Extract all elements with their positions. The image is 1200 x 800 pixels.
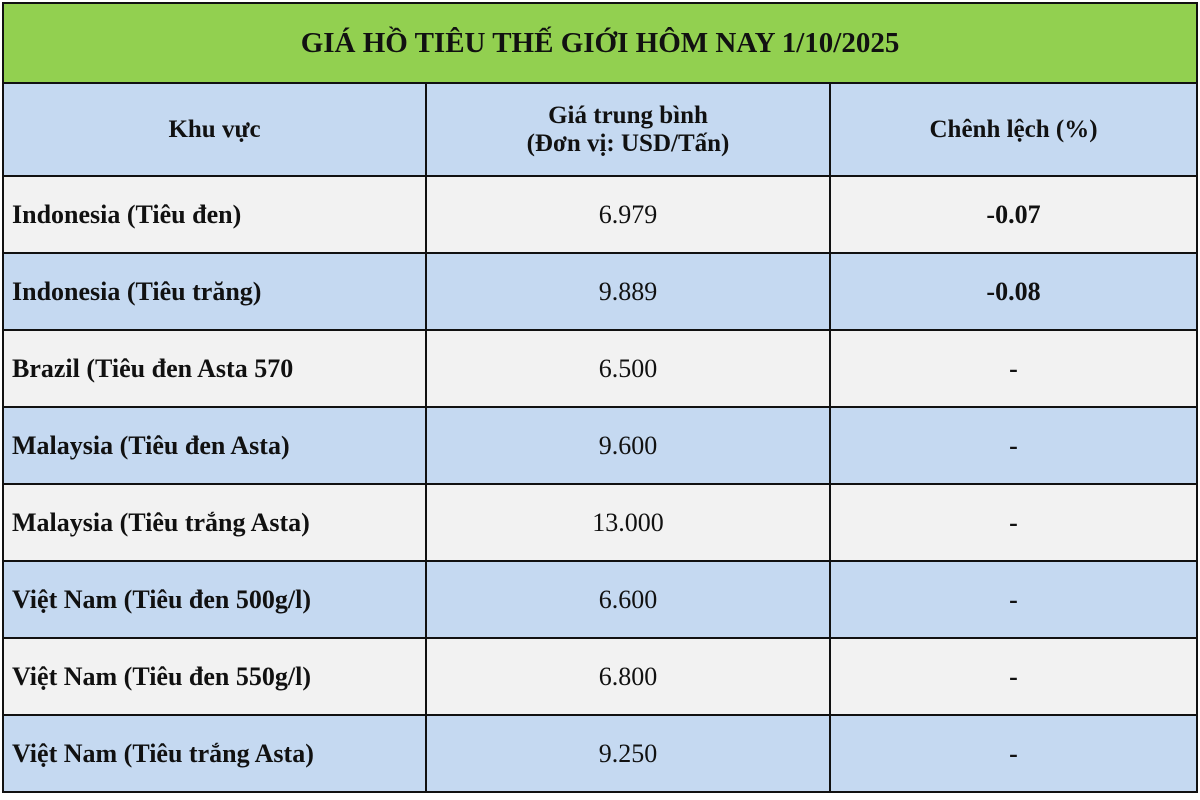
header-region: Khu vực bbox=[2, 82, 427, 177]
region-cell: Việt Nam (Tiêu trắng Asta) bbox=[2, 714, 427, 793]
change-cell: - bbox=[828, 406, 1199, 485]
region-cell: Malaysia (Tiêu trắng Asta) bbox=[2, 483, 427, 562]
change-cell: - bbox=[828, 714, 1199, 793]
region-cell: Việt Nam (Tiêu đen 500g/l) bbox=[2, 560, 427, 639]
price-cell: 9.889 bbox=[425, 252, 831, 331]
table-row: Việt Nam (Tiêu trắng Asta) 9.250- bbox=[2, 714, 1199, 793]
change-cell: - bbox=[828, 483, 1199, 562]
header-price-line2: (Đơn vị: USD/Tấn) bbox=[526, 129, 730, 157]
table-title: GIÁ HỒ TIÊU THẾ GIỚI HÔM NAY 1/10/2025 bbox=[1, 2, 1199, 84]
table-row: Indonesia (Tiêu đen) 6.979 -0.07 bbox=[2, 175, 1199, 254]
region-cell: Malaysia (Tiêu đen Asta) bbox=[2, 406, 427, 485]
price-cell: 6.800 bbox=[425, 637, 831, 716]
region-cell: Brazil (Tiêu đen Asta 570 bbox=[2, 329, 427, 408]
table-row: Malaysia (Tiêu trắng Asta) 13.000- bbox=[2, 483, 1199, 562]
table-row: Brazil (Tiêu đen Asta 570 6.500- bbox=[2, 329, 1199, 408]
header-change: Chênh lệch (%) bbox=[828, 82, 1199, 177]
change-cell: - bbox=[828, 637, 1199, 716]
header-row: Khu vực Giá trung bình (Đơn vị: USD/Tấn)… bbox=[2, 82, 1199, 177]
change-cell: -0.08 bbox=[828, 252, 1199, 331]
header-price-line1: Giá trung bình bbox=[548, 101, 708, 129]
price-cell: 6.600 bbox=[425, 560, 831, 639]
table-row: Malaysia (Tiêu đen Asta) 9.600- bbox=[2, 406, 1199, 485]
price-cell: 13.000 bbox=[425, 483, 831, 562]
table-row: Việt Nam (Tiêu đen 500g/l) 6.600- bbox=[2, 560, 1199, 639]
region-cell: Indonesia (Tiêu trăng) bbox=[2, 252, 427, 331]
change-cell: - bbox=[828, 329, 1199, 408]
region-cell: Việt Nam (Tiêu đen 550g/l) bbox=[2, 637, 427, 716]
price-cell: 6.500 bbox=[425, 329, 831, 408]
header-price: Giá trung bình (Đơn vị: USD/Tấn) bbox=[425, 82, 831, 177]
table-row: Việt Nam (Tiêu đen 550g/l) 6.800- bbox=[2, 637, 1199, 716]
price-cell: 9.600 bbox=[425, 406, 831, 485]
region-cell: Indonesia (Tiêu đen) bbox=[2, 175, 427, 254]
price-cell: 9.250 bbox=[425, 714, 831, 793]
table-row: Indonesia (Tiêu trăng) 9.889 -0.08 bbox=[2, 252, 1199, 331]
price-cell: 6.979 bbox=[425, 175, 831, 254]
change-cell: - bbox=[828, 560, 1199, 639]
change-cell: -0.07 bbox=[828, 175, 1199, 254]
